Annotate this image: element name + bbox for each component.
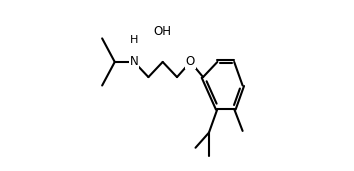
Text: H: H (130, 35, 138, 45)
Text: N: N (130, 55, 138, 68)
Text: O: O (186, 55, 195, 68)
Text: OH: OH (154, 25, 172, 38)
